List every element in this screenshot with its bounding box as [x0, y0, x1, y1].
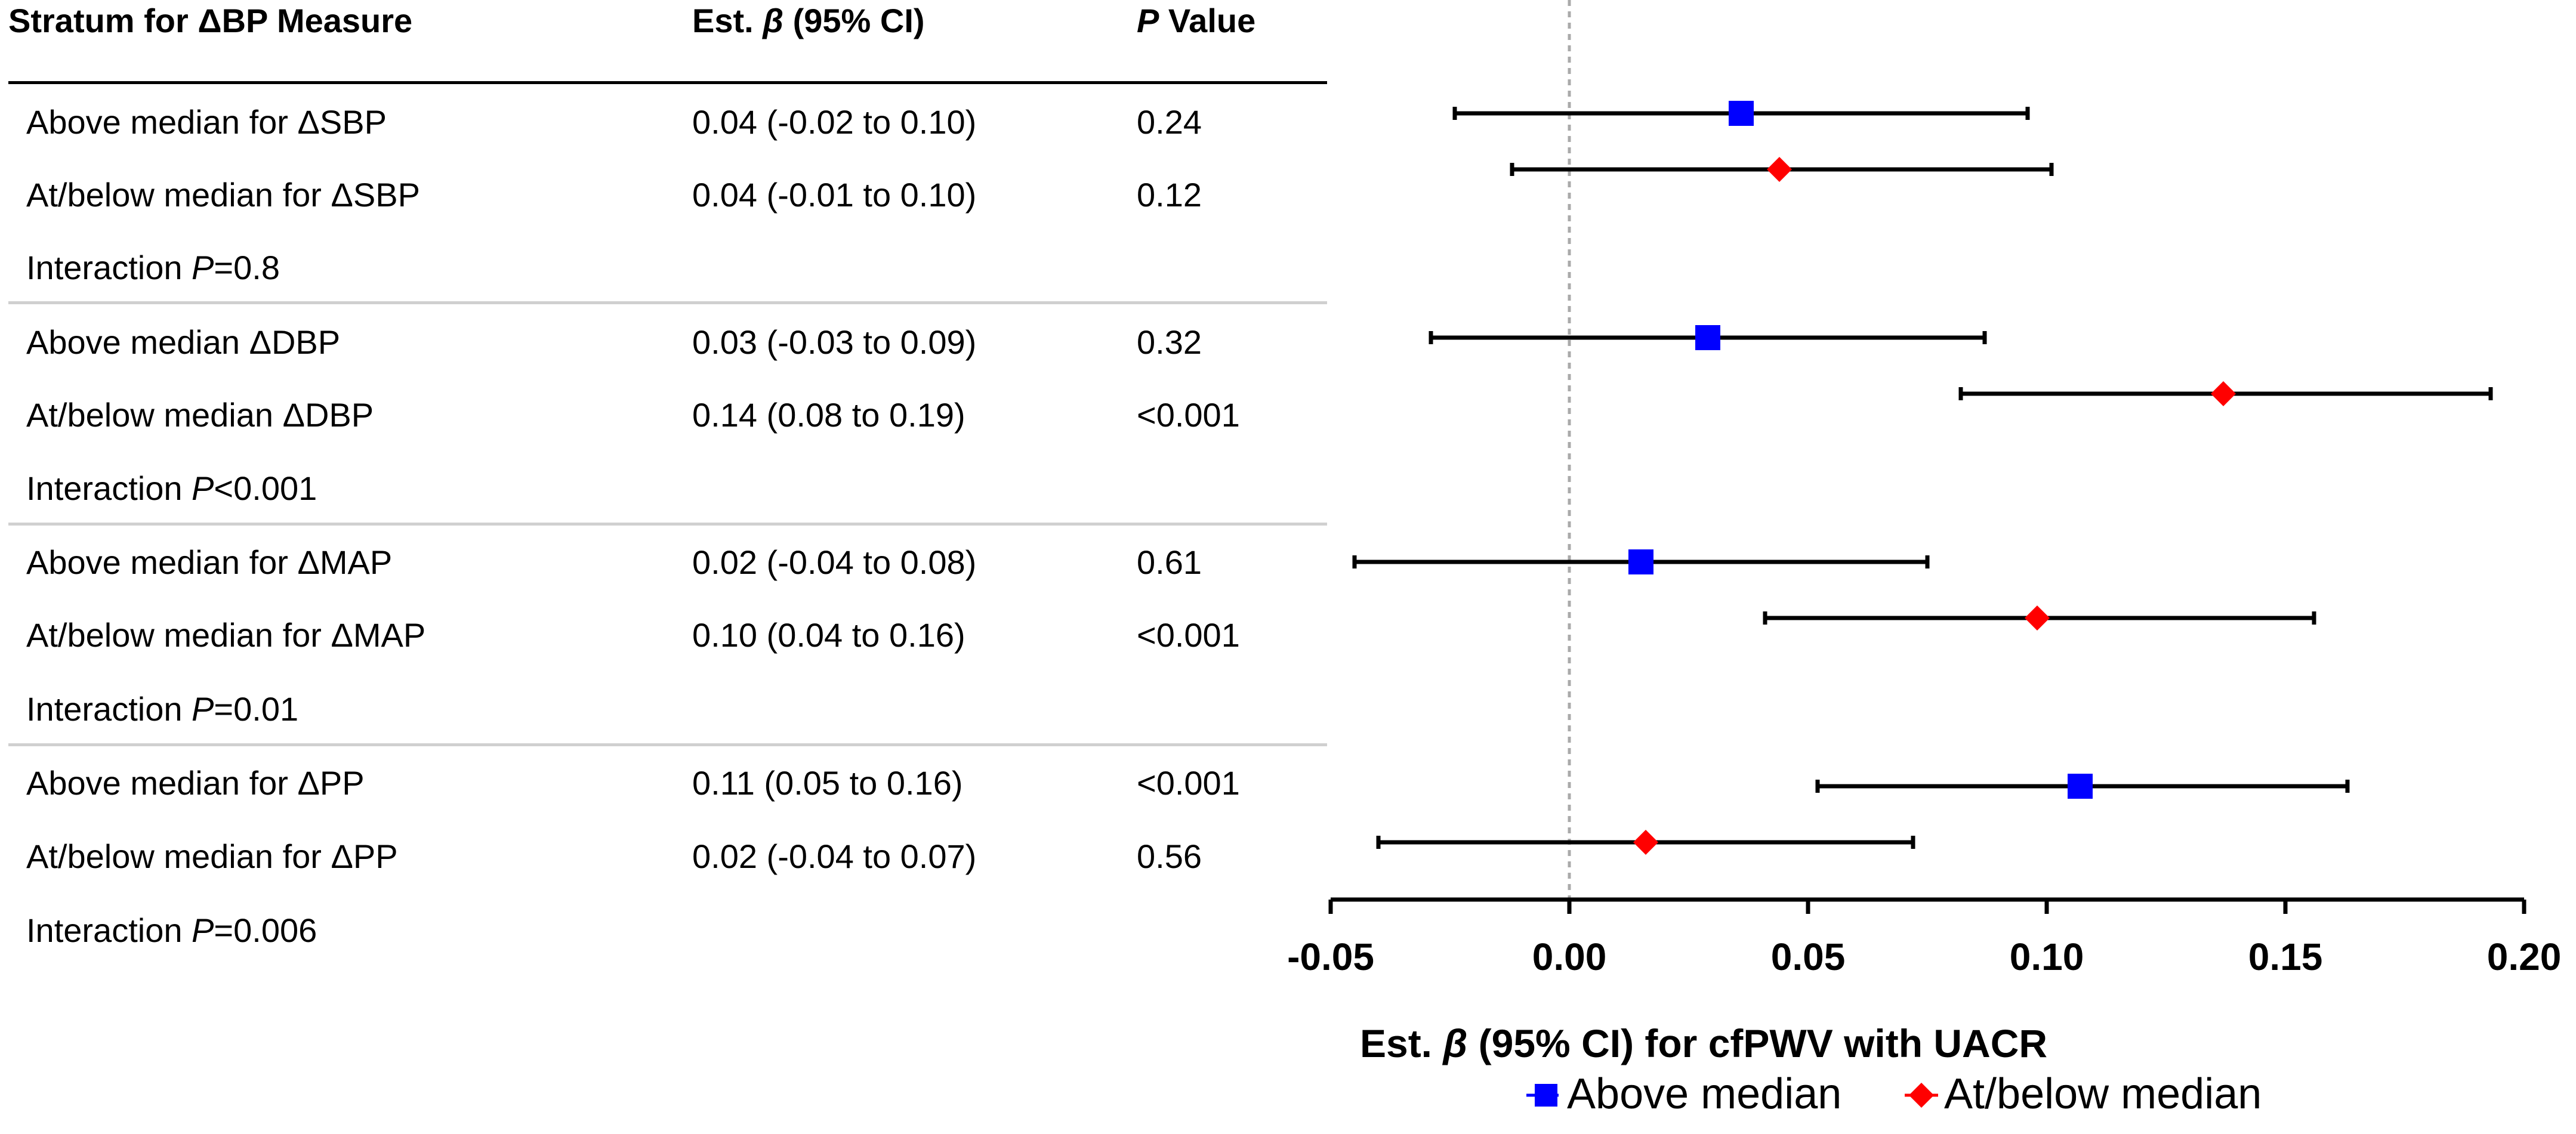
- x-axis-label-beta: β: [1442, 1021, 1467, 1065]
- interaction-p: P: [192, 469, 214, 507]
- interaction-prefix: Interaction: [26, 249, 192, 286]
- interaction-row: Interaction P=0.01: [26, 690, 298, 729]
- interaction-prefix: Interaction: [26, 469, 192, 507]
- interaction-p: P: [192, 690, 214, 728]
- row-label: Above median for ΔMAP: [26, 543, 393, 581]
- point-above-median: [2068, 774, 2093, 799]
- group-divider-1: [8, 301, 1327, 304]
- interaction-value: <0.001: [214, 469, 317, 507]
- group-divider-3: [8, 743, 1327, 746]
- point-below-median: [2211, 381, 2236, 406]
- legend-label-below: At/below median: [1944, 1070, 2262, 1118]
- row-p-value: 0.61: [1137, 543, 1202, 581]
- header-rule: [8, 81, 1327, 84]
- row-estimate: 0.03 (-0.03 to 0.09): [692, 323, 977, 361]
- row-p-value: 0.32: [1137, 323, 1202, 361]
- x-tick-label: 0.05: [1771, 935, 1846, 978]
- point-above-median: [1695, 325, 1720, 350]
- x-axis-label-prefix: Est.: [1360, 1021, 1443, 1065]
- row-p-value: <0.001: [1137, 764, 1240, 802]
- row-p-value: <0.001: [1137, 396, 1240, 434]
- legend: Above median At/below median: [1526, 1070, 2262, 1118]
- interaction-row: Interaction P=0.006: [26, 911, 317, 950]
- legend-marker-below: [1909, 1083, 1934, 1108]
- x-axis-label-suffix: (95% CI) for cfPWV with UACR: [1467, 1021, 2047, 1065]
- row-estimate: 0.02 (-0.04 to 0.08): [692, 543, 977, 581]
- interaction-value: =0.01: [214, 690, 299, 728]
- row-p-value: 0.12: [1137, 176, 1202, 214]
- group-divider-2: [8, 523, 1327, 526]
- point-below-median: [1767, 157, 1792, 182]
- row-estimate: 0.10 (0.04 to 0.16): [692, 616, 965, 654]
- x-tick-label: 0.20: [2487, 935, 2562, 978]
- interaction-prefix: Interaction: [26, 911, 192, 949]
- point-above-median: [1628, 549, 1653, 574]
- header-estimate-prefix: Est.: [692, 2, 763, 39]
- header-estimate: Est. β (95% CI): [692, 1, 925, 41]
- point-below-median: [1633, 830, 1658, 855]
- interaction-value: =0.006: [214, 911, 317, 949]
- row-label: At/below median ΔDBP: [26, 396, 374, 434]
- row-p-value: 0.24: [1137, 103, 1202, 141]
- x-axis-label: Est. β (95% CI) for cfPWV with UACR: [1360, 1021, 2047, 1065]
- row-label: Above median for ΔPP: [26, 764, 365, 802]
- header-stratum: Stratum for ΔBP Measure: [8, 2, 413, 39]
- header-p-italic: P: [1137, 2, 1159, 39]
- row-label: Above median for ΔSBP: [26, 103, 387, 141]
- row-estimate: 0.04 (-0.01 to 0.10): [692, 176, 977, 214]
- interaction-p: P: [192, 249, 214, 286]
- legend-marker-above: [1535, 1084, 1557, 1107]
- header-p-value: P Value: [1137, 1, 1255, 41]
- row-label: Above median ΔDBP: [26, 323, 341, 361]
- row-p-value: <0.001: [1137, 616, 1240, 654]
- interaction-row: Interaction P=0.8: [26, 248, 280, 288]
- row-label: At/below median for ΔMAP: [26, 616, 426, 654]
- legend-label-above: Above median: [1567, 1070, 1841, 1118]
- interaction-value: =0.8: [214, 249, 280, 286]
- row-estimate: 0.02 (-0.04 to 0.07): [692, 838, 977, 875]
- point-below-median: [2025, 605, 2050, 631]
- row-estimate: 0.11 (0.05 to 0.16): [692, 764, 963, 802]
- x-tick-label: -0.05: [1287, 935, 1374, 978]
- interaction-row: Interaction P<0.001: [26, 469, 317, 508]
- row-p-value: 0.56: [1137, 838, 1202, 875]
- row-estimate: 0.04 (-0.02 to 0.10): [692, 103, 977, 141]
- point-above-median: [1729, 101, 1754, 126]
- row-label: At/below median for ΔSBP: [26, 176, 420, 214]
- header-estimate-suffix: (95% CI): [783, 2, 925, 39]
- row-label: At/below median for ΔPP: [26, 838, 398, 875]
- interaction-prefix: Interaction: [26, 690, 192, 728]
- row-estimate: 0.14 (0.08 to 0.19): [692, 396, 965, 434]
- x-tick-label: 0.00: [1532, 935, 1607, 978]
- header-p-suffix: Value: [1159, 2, 1256, 39]
- x-tick-label: 0.15: [2248, 935, 2323, 978]
- interaction-p: P: [192, 911, 214, 949]
- header-estimate-beta: β: [763, 2, 784, 39]
- x-tick-label: 0.10: [2010, 935, 2084, 978]
